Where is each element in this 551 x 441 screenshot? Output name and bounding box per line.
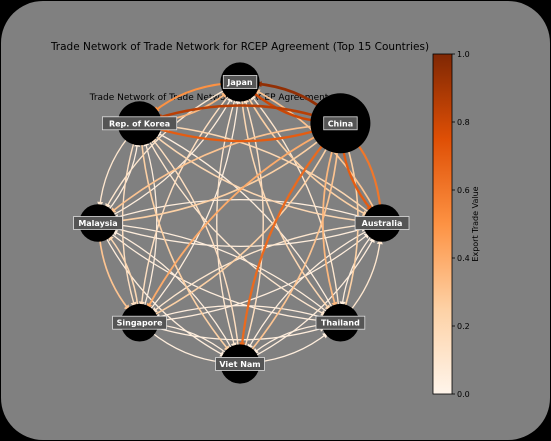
node-australia: Australia xyxy=(354,204,410,242)
edge-line xyxy=(153,126,319,143)
colorbar-tick-label: 0.0 xyxy=(457,390,470,399)
edge-line xyxy=(140,92,232,308)
edge-line xyxy=(240,95,332,312)
edge-line xyxy=(216,94,237,350)
edge-line xyxy=(111,229,235,353)
edge-line xyxy=(152,82,227,114)
node-label: China xyxy=(328,119,353,128)
node-label: Viet Nam xyxy=(219,360,260,369)
edge-line xyxy=(249,93,340,310)
edge-line xyxy=(109,124,320,215)
colorbar-tick-label: 0.2 xyxy=(457,322,470,331)
node-layer: Japan China Australia Thailand Viet Nam Singa… xyxy=(73,62,410,384)
chart-subtitle: Trade Network of Trade Network for RCEP … xyxy=(89,93,329,103)
edge-line xyxy=(109,95,234,218)
node-viet-nam: Viet Nam xyxy=(215,344,265,384)
node-label: Singapore xyxy=(117,319,163,328)
edge-line xyxy=(246,228,371,351)
node-label: Japan xyxy=(226,78,253,87)
node-label-box xyxy=(215,357,265,371)
chart-title: Trade Network of Trade Network for RCEP … xyxy=(50,41,429,53)
edge-line xyxy=(155,104,321,120)
edge-line xyxy=(248,146,339,354)
edge-line xyxy=(146,136,328,317)
edge-line xyxy=(150,223,369,314)
node-label-box xyxy=(222,75,258,89)
edge-line xyxy=(321,143,337,309)
edge-line xyxy=(107,230,326,322)
edge-line xyxy=(103,234,227,358)
node-singapore: Singapore xyxy=(112,303,167,342)
edge-line xyxy=(98,134,131,208)
edge-line xyxy=(152,232,371,323)
colorbar-tick-label: 0.8 xyxy=(457,118,470,127)
edge-line xyxy=(140,138,231,353)
edge-line xyxy=(154,130,335,312)
edge-line xyxy=(152,325,327,341)
edge-line xyxy=(113,223,331,315)
node-malaysia: Malaysia xyxy=(73,204,123,242)
edge-line xyxy=(112,199,370,220)
edge-line xyxy=(348,238,382,313)
edge-line xyxy=(145,132,323,310)
edge-line xyxy=(156,124,373,216)
node-label: Rep. of Korea xyxy=(109,119,170,128)
node-label-box xyxy=(354,216,410,230)
node-label-box xyxy=(102,116,178,131)
colorbar-gradient xyxy=(432,53,453,395)
colorbar-tick-label: 1.0 xyxy=(457,50,470,59)
edge-line xyxy=(240,138,328,349)
edge-line xyxy=(243,96,264,352)
colorbar-label: Export Trade Value xyxy=(471,186,480,261)
colorbar-tick-label: 0.6 xyxy=(457,186,470,195)
colorbar-tick-label: 0.4 xyxy=(457,254,470,263)
node-label-box xyxy=(112,315,167,330)
edge-line xyxy=(150,143,331,318)
node-label-box xyxy=(73,216,123,230)
node-label-box xyxy=(315,315,366,330)
node-japan: Japan xyxy=(220,62,260,102)
node-label: Australia xyxy=(362,219,403,228)
edge-line xyxy=(142,139,158,311)
node-label: Thailand xyxy=(321,319,360,328)
edge-line xyxy=(107,234,139,310)
edge-line xyxy=(104,87,229,211)
edge-line xyxy=(150,136,240,351)
edge-line xyxy=(151,132,367,223)
edge-line xyxy=(147,97,240,313)
edge-line xyxy=(105,140,139,214)
edge-line xyxy=(245,93,369,217)
edge-line xyxy=(110,226,368,247)
edge-line xyxy=(251,235,376,359)
edge-line xyxy=(341,232,375,308)
colorbar: Export Trade Value 0.0 0.2 0.4 0.6 0.8 1.0 xyxy=(432,50,480,399)
edge-line xyxy=(111,137,324,223)
edge-line xyxy=(153,304,328,320)
node-rep-of-korea: Rep. of Korea xyxy=(102,101,178,146)
edge-line xyxy=(98,236,131,312)
node-thailand: Thailand xyxy=(315,303,366,342)
node-label: Malaysia xyxy=(78,219,117,228)
edge-layer xyxy=(97,81,383,365)
node-china: China xyxy=(310,93,371,154)
node-label-box xyxy=(323,116,358,131)
